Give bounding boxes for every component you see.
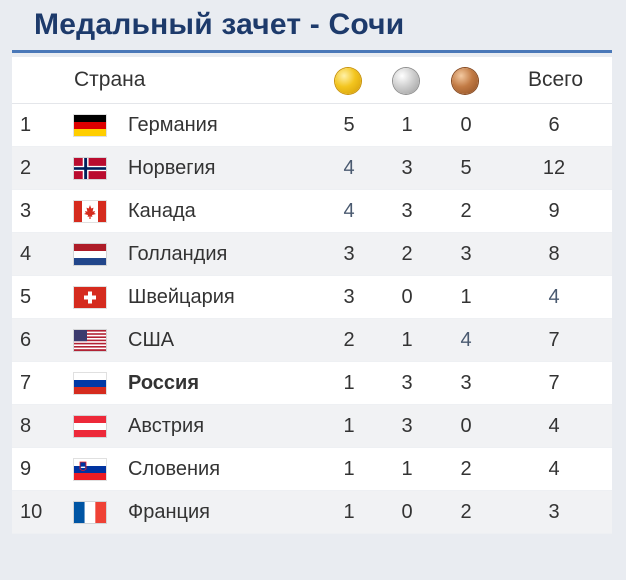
country-cell: Швейцария [128, 286, 235, 308]
bronze-count: 0 [460, 415, 472, 437]
russia-flag-icon [74, 373, 106, 394]
canada-flag-icon [74, 201, 106, 222]
bronze-count: 2 [460, 200, 472, 222]
rank-cell: 8 [20, 415, 32, 437]
switzerland-flag-icon [74, 287, 106, 308]
gold-count: 1 [343, 458, 355, 480]
table-row: 9 Словения 1 1 2 4 [12, 448, 612, 491]
medal-table: Страна Всего 1 Германия 5 1 0 6 2 Норвег… [12, 57, 612, 534]
table-row: 7 Россия 1 3 3 7 [12, 362, 612, 405]
table-row: 10 Франция 1 0 2 3 [12, 491, 612, 534]
bronze-count: 1 [460, 286, 472, 308]
silver-count: 2 [401, 243, 413, 265]
gold-count: 4 [343, 157, 355, 179]
rank-cell: 10 [20, 501, 43, 523]
rank-cell: 7 [20, 372, 32, 394]
rank-cell: 3 [20, 200, 32, 222]
header-country: Страна [74, 68, 146, 91]
rank-cell: 1 [20, 114, 32, 136]
total-count: 8 [548, 243, 560, 265]
slovenia-flag-icon [74, 459, 106, 480]
rank-cell: 4 [20, 243, 32, 265]
total-count: 12 [542, 157, 566, 179]
norway-flag-icon [74, 158, 106, 179]
bronze-count: 2 [460, 458, 472, 480]
silver-count: 3 [401, 372, 413, 394]
country-cell: Франция [128, 501, 210, 523]
rank-cell: 5 [20, 286, 32, 308]
total-count: 4 [548, 458, 560, 480]
country-cell: Канада [128, 200, 196, 222]
netherlands-flag-icon [74, 244, 106, 265]
country-cell: Словения [128, 458, 221, 480]
france-flag-icon [74, 502, 106, 523]
gold-count: 1 [343, 372, 355, 394]
total-count: 4 [548, 415, 560, 437]
total-count: 4 [548, 286, 560, 308]
silver-count: 3 [401, 157, 413, 179]
country-cell: Голландия [128, 243, 228, 265]
bronze-count: 3 [460, 243, 472, 265]
table-row: 8 Австрия 1 3 0 4 [12, 405, 612, 448]
country-cell: Россия [128, 372, 200, 394]
country-cell: Австрия [128, 415, 205, 437]
gold-count: 2 [343, 329, 355, 351]
silver-count: 0 [401, 286, 413, 308]
rank-cell: 6 [20, 329, 32, 351]
gold-count: 4 [343, 200, 355, 222]
bronze-count: 2 [460, 501, 472, 523]
silver-count: 0 [401, 501, 413, 523]
table-row: 5 Швейцария 3 0 1 4 [12, 276, 612, 319]
bronze-count: 5 [460, 157, 472, 179]
gold-count: 3 [343, 243, 355, 265]
austria-flag-icon [74, 416, 106, 437]
total-count: 6 [548, 114, 560, 136]
silver-medal-icon [393, 68, 419, 94]
table-header: Страна Всего [12, 57, 612, 104]
table-row: 2 Норвегия 4 3 5 12 [12, 147, 612, 190]
germany-flag-icon [74, 115, 106, 136]
gold-count: 5 [343, 114, 355, 136]
title-divider [12, 50, 612, 53]
silver-count: 3 [401, 415, 413, 437]
total-count: 3 [548, 501, 560, 523]
bronze-count: 3 [460, 372, 472, 394]
bronze-count: 0 [460, 114, 472, 136]
page-title: Медальный зачет - Сочи [34, 8, 405, 41]
table-row: 1 Германия 5 1 0 6 [12, 104, 612, 147]
total-count: 7 [548, 372, 560, 394]
country-cell: Норвегия [128, 157, 216, 179]
table-row: 4 Голландия 3 2 3 8 [12, 233, 612, 276]
gold-medal-icon [335, 68, 361, 94]
gold-count: 3 [343, 286, 355, 308]
table-row: 3 Канада 4 3 2 9 [12, 190, 612, 233]
country-cell: Германия [128, 114, 218, 136]
country-cell: США [128, 329, 175, 351]
bronze-medal-icon [452, 68, 478, 94]
silver-count: 3 [401, 200, 413, 222]
silver-count: 1 [401, 458, 413, 480]
total-count: 7 [548, 329, 560, 351]
bronze-count: 4 [460, 329, 472, 351]
header-total: Всего [528, 68, 584, 91]
rank-cell: 9 [20, 458, 32, 480]
table-row: 6 США 2 1 4 7 [12, 319, 612, 362]
usa-flag-icon [74, 330, 106, 351]
silver-count: 1 [401, 329, 413, 351]
total-count: 9 [548, 200, 560, 222]
silver-count: 1 [401, 114, 413, 136]
gold-count: 1 [343, 415, 355, 437]
gold-count: 1 [343, 501, 355, 523]
rank-cell: 2 [20, 157, 32, 179]
